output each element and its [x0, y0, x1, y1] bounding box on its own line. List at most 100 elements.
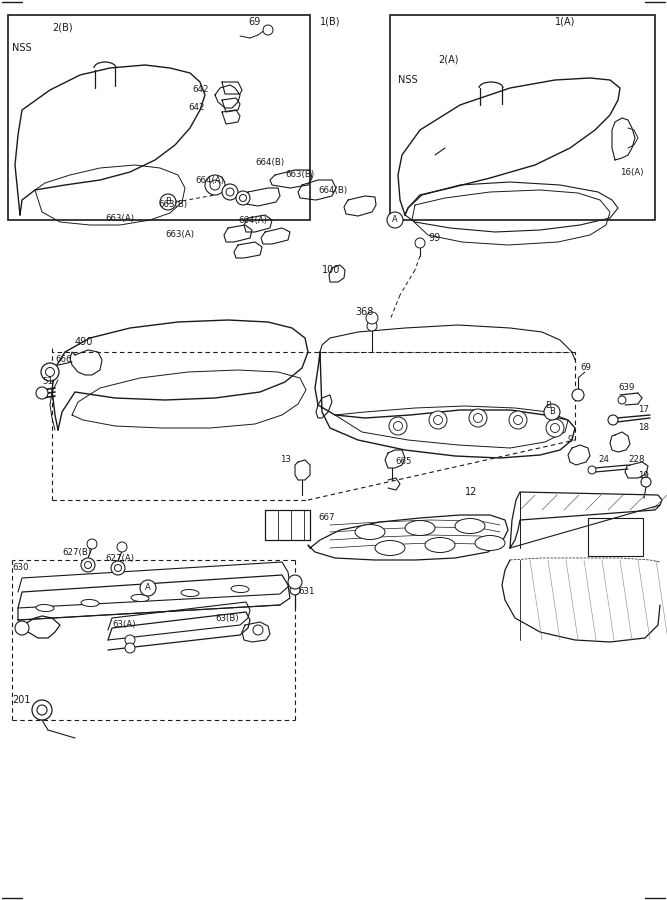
- Circle shape: [367, 321, 377, 331]
- Circle shape: [85, 562, 91, 569]
- Text: B: B: [549, 408, 555, 417]
- Text: 16(A): 16(A): [620, 167, 644, 176]
- Circle shape: [389, 417, 407, 435]
- Ellipse shape: [455, 518, 485, 534]
- Ellipse shape: [405, 520, 435, 536]
- Text: 18: 18: [638, 424, 649, 433]
- Circle shape: [509, 411, 527, 429]
- Circle shape: [115, 564, 121, 572]
- Circle shape: [15, 621, 29, 635]
- Circle shape: [288, 575, 302, 589]
- Circle shape: [125, 643, 135, 653]
- Circle shape: [111, 561, 125, 575]
- Circle shape: [205, 175, 225, 195]
- Ellipse shape: [231, 586, 249, 592]
- Circle shape: [236, 191, 250, 205]
- Circle shape: [253, 625, 263, 635]
- Circle shape: [81, 558, 95, 572]
- Circle shape: [608, 415, 618, 425]
- Text: 368: 368: [355, 307, 374, 317]
- Circle shape: [290, 585, 300, 595]
- Circle shape: [387, 212, 403, 228]
- Ellipse shape: [181, 590, 199, 597]
- Circle shape: [469, 409, 487, 427]
- Text: 12: 12: [465, 487, 478, 497]
- Ellipse shape: [81, 599, 99, 607]
- Text: 642: 642: [188, 104, 205, 112]
- Text: 639: 639: [618, 383, 634, 392]
- Circle shape: [429, 411, 447, 429]
- Circle shape: [618, 396, 626, 404]
- Text: 63(A): 63(A): [112, 620, 135, 629]
- Text: 2(A): 2(A): [438, 55, 458, 65]
- Circle shape: [210, 180, 220, 190]
- Text: 627(B): 627(B): [62, 547, 91, 556]
- Text: 664(B): 664(B): [255, 158, 284, 166]
- Text: 663(B): 663(B): [285, 170, 314, 179]
- Bar: [390, 15, 655, 220]
- Circle shape: [239, 194, 247, 202]
- Text: 631: 631: [298, 588, 315, 597]
- Circle shape: [32, 700, 52, 720]
- Text: 490: 490: [75, 337, 93, 347]
- Text: 665: 665: [395, 457, 412, 466]
- Ellipse shape: [475, 536, 505, 551]
- Circle shape: [434, 416, 442, 425]
- Text: 17: 17: [638, 406, 649, 415]
- Text: 642: 642: [192, 86, 209, 94]
- Circle shape: [641, 477, 651, 487]
- Ellipse shape: [375, 541, 405, 555]
- Text: 13: 13: [280, 455, 291, 464]
- Text: NSS: NSS: [12, 43, 31, 53]
- Text: 630: 630: [12, 563, 29, 572]
- Text: 99: 99: [428, 233, 440, 243]
- Circle shape: [222, 184, 238, 200]
- Circle shape: [514, 416, 522, 425]
- Circle shape: [37, 705, 47, 715]
- Text: B: B: [545, 400, 551, 410]
- Text: 664(A): 664(A): [195, 176, 224, 184]
- Circle shape: [366, 312, 378, 324]
- Text: 51: 51: [42, 377, 53, 386]
- Circle shape: [546, 419, 564, 437]
- Text: 627(A): 627(A): [105, 554, 134, 562]
- Text: 666: 666: [55, 356, 71, 364]
- Text: 24: 24: [598, 455, 609, 464]
- Circle shape: [550, 424, 560, 433]
- Circle shape: [394, 421, 402, 430]
- Ellipse shape: [355, 525, 385, 539]
- Ellipse shape: [425, 537, 455, 553]
- Circle shape: [263, 25, 273, 35]
- Circle shape: [544, 404, 560, 420]
- Circle shape: [117, 542, 127, 552]
- Circle shape: [140, 580, 156, 596]
- Ellipse shape: [131, 595, 149, 601]
- Circle shape: [572, 389, 584, 401]
- Circle shape: [125, 635, 135, 645]
- Circle shape: [160, 194, 176, 210]
- Circle shape: [41, 363, 59, 381]
- Text: 69: 69: [248, 17, 260, 27]
- Circle shape: [87, 539, 97, 549]
- Text: 664(B): 664(B): [318, 185, 347, 194]
- Circle shape: [36, 387, 48, 399]
- Circle shape: [588, 466, 596, 474]
- Circle shape: [474, 413, 482, 422]
- Text: 2(B): 2(B): [52, 23, 73, 33]
- Text: 19: 19: [638, 471, 649, 480]
- Text: 664(A): 664(A): [238, 215, 267, 224]
- Text: 1(A): 1(A): [555, 17, 576, 27]
- Text: 228: 228: [628, 455, 644, 464]
- Text: 663(B): 663(B): [158, 201, 187, 210]
- Circle shape: [226, 188, 234, 196]
- Text: 667: 667: [318, 514, 334, 523]
- Text: 100: 100: [322, 265, 340, 275]
- Bar: [8, 15, 310, 220]
- Ellipse shape: [36, 605, 54, 611]
- Text: 69: 69: [580, 364, 591, 373]
- Text: 663(A): 663(A): [165, 230, 194, 239]
- Text: A: A: [145, 583, 151, 592]
- Text: B: B: [165, 197, 171, 206]
- Text: 9: 9: [568, 436, 574, 445]
- Text: 63(B): 63(B): [215, 614, 239, 623]
